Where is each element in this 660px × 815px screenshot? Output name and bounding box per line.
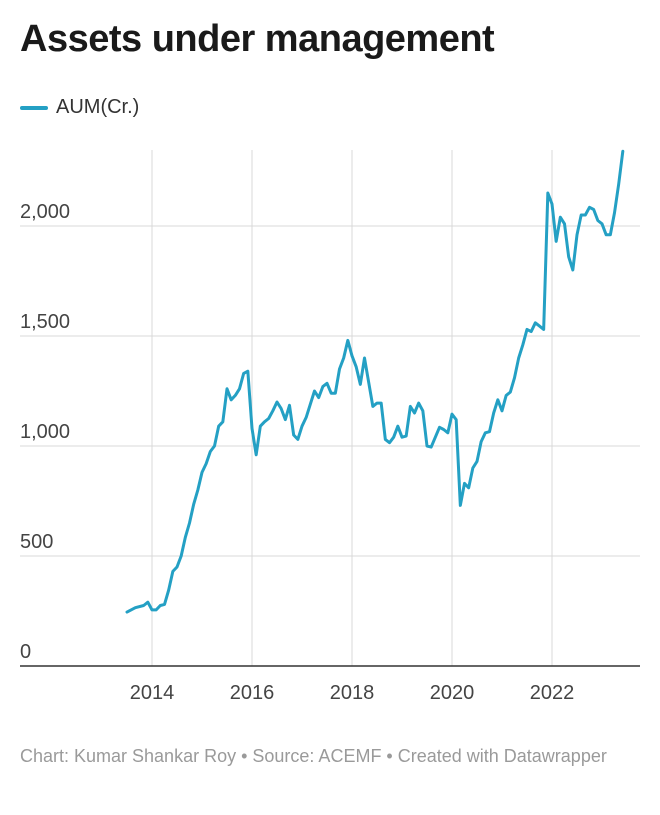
legend-label: AUM(Cr.) [56, 96, 140, 118]
y-tick-label: 1,500 [20, 311, 70, 333]
chart-footer: Chart: Kumar Shankar Roy • Source: ACEMF… [20, 746, 607, 766]
legend-swatch [20, 105, 48, 110]
line-chart: 0 500 1,000 1,500 2,000 2014 2016 2018 2020 2022 [20, 149, 640, 704]
chart-title: Assets under management [20, 18, 495, 60]
y-tick-label: 2,000 [20, 201, 70, 223]
x-tick-label: 2014 [130, 682, 175, 704]
x-tick-label: 2022 [530, 682, 575, 704]
y-tick-label: 0 [20, 641, 31, 663]
series-line-aum [125, 149, 625, 614]
chart-legend: AUM(Cr.) [20, 96, 139, 119]
y-tick-label: 1,000 [20, 421, 70, 443]
x-tick-label: 2020 [430, 682, 475, 704]
x-tick-label: 2016 [230, 682, 275, 704]
y-tick-label: 500 [20, 531, 53, 553]
x-tick-label: 2018 [330, 682, 375, 704]
